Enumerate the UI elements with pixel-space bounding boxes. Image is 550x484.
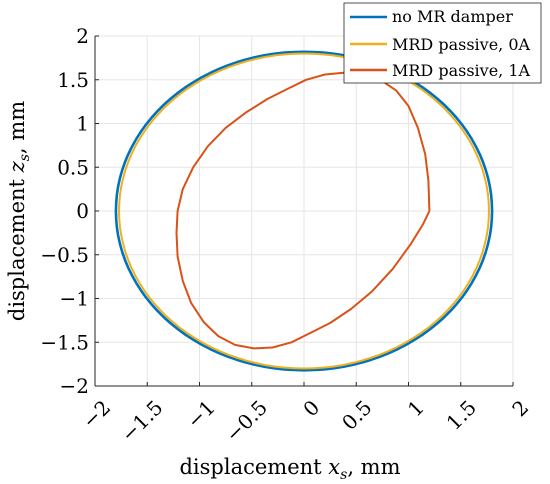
y-tick-label: −1.5	[40, 330, 89, 354]
y-tick-label: 1	[76, 112, 89, 136]
y-tick-label: 1.5	[57, 68, 89, 92]
y-tick-label: 2	[76, 24, 89, 48]
axes	[94, 35, 514, 387]
y-tick-label: −1	[60, 287, 89, 311]
x-axis-label: displacement xs, mm	[179, 455, 400, 483]
x-tick-label: 0.5	[337, 395, 376, 434]
legend: no MR damper MRD passive, 0A MRD passive…	[343, 2, 542, 84]
x-tick-label: −2	[77, 395, 115, 433]
y-tick-label: 0.5	[57, 155, 89, 179]
legend-label-no-mr-damper: no MR damper	[392, 7, 513, 26]
x-tick-label: 0	[298, 395, 324, 421]
y-tick-label: −2	[60, 374, 89, 398]
x-tick-label: 2	[507, 395, 533, 421]
x-tick-label: −1	[182, 395, 220, 433]
y-axis-label: displacement zs, mm	[5, 101, 33, 321]
x-tick-label: −1.5	[116, 395, 167, 446]
x-tick-label: −0.5	[221, 395, 272, 446]
x-tick-label: 1.5	[442, 395, 481, 434]
legend-label-mrd-passive-0a: MRD passive, 0A	[392, 35, 531, 54]
y-tick-label: 0	[76, 199, 89, 223]
y-tick-label: −0.5	[40, 243, 89, 267]
x-tick-label: 1	[403, 395, 429, 421]
legend-label-mrd-passive-1a: MRD passive, 1A	[392, 61, 531, 80]
